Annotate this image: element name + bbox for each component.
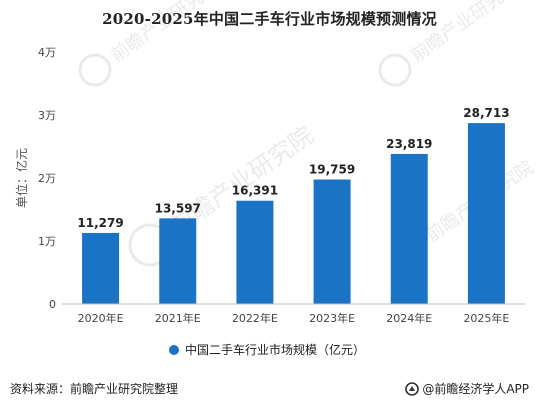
- watermark-text: 前瞻产业研究院: [407, 0, 522, 66]
- footer-source: 资料来源：前瞻产业研究院整理: [10, 382, 179, 396]
- legend-marker: [169, 345, 179, 355]
- x-tick-label: 2020年E: [78, 311, 124, 325]
- footer-brand: @前瞻经济学人APP: [405, 380, 529, 397]
- legend: 中国二手车行业市场规模（亿元）: [169, 342, 365, 357]
- bar: [313, 179, 351, 304]
- data-label: 28,713: [463, 106, 509, 120]
- data-label: 16,391: [232, 184, 278, 198]
- y-tick-label: 4万: [38, 46, 56, 59]
- chart-title: 2020-2025年中国二手车行业市场规模预测情况: [102, 10, 437, 28]
- x-tick-label: 2022年E: [232, 311, 278, 325]
- bars: [82, 123, 505, 305]
- y-axis-title: 单位：亿元: [14, 148, 29, 208]
- bar: [159, 218, 197, 304]
- y-tick-label: 0: [49, 298, 56, 311]
- x-tick-label: 2024年E: [386, 311, 432, 325]
- x-tick-label: 2023年E: [309, 311, 355, 325]
- x-axis-ticks: 2020年E 2021年E 2022年E 2023年E 2024年E 2025年E: [78, 311, 510, 325]
- data-labels: 11,279 13,597 16,391 19,759 23,819 28,713: [77, 106, 509, 230]
- brand-logo-icon: [405, 381, 420, 396]
- watermark-text: 前瞻产业研究院: [107, 0, 222, 66]
- y-axis-ticks: 0 1万 2万 3万 4万: [38, 46, 56, 311]
- legend-label: 中国二手车行业市场规模（亿元）: [185, 342, 365, 357]
- x-tick-label: 2021年E: [155, 311, 201, 325]
- data-label: 11,279: [77, 216, 123, 230]
- y-tick-label: 1万: [38, 235, 56, 248]
- brand-label: @前瞻经济学人APP: [422, 382, 529, 396]
- data-label: 19,759: [309, 163, 355, 177]
- data-label: 23,819: [386, 137, 432, 151]
- data-label: 13,597: [155, 201, 201, 215]
- bar: [82, 232, 120, 304]
- y-tick-label: 3万: [38, 109, 56, 122]
- bar: [467, 123, 505, 305]
- bar: [236, 200, 274, 304]
- y-tick-label: 2万: [38, 172, 56, 185]
- x-tick-label: 2025年E: [463, 311, 509, 325]
- bar: [390, 153, 428, 304]
